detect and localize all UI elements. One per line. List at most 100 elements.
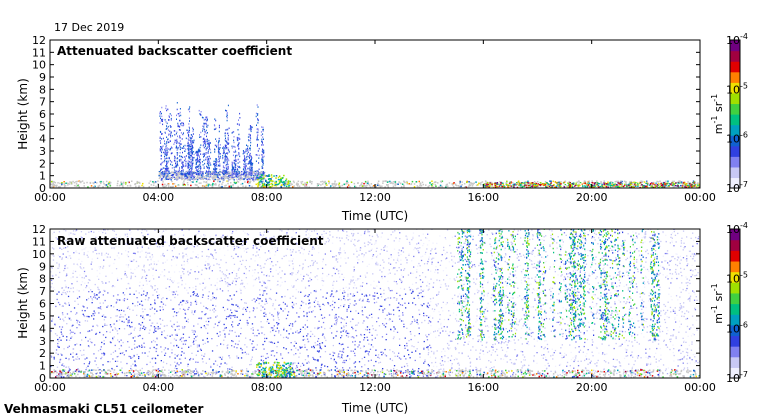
- heatmap-cell: [651, 182, 653, 184]
- heatmap-cell: [368, 183, 370, 186]
- heatmap-cell: [193, 246, 195, 248]
- heatmap-cell: [361, 375, 364, 378]
- x-tick-label: 00:00: [34, 191, 66, 204]
- heatmap-cell: [537, 261, 539, 263]
- heatmap-cell: [559, 374, 561, 376]
- heatmap-cell: [261, 165, 263, 168]
- heatmap-cell: [164, 150, 166, 152]
- heatmap-cell: [79, 376, 81, 378]
- heatmap-cell: [346, 180, 348, 182]
- heatmap-cell: [310, 272, 312, 274]
- heatmap-cell: [303, 364, 305, 366]
- heatmap-cell: [90, 185, 93, 187]
- heatmap-cell: [155, 185, 157, 188]
- heatmap-cell: [246, 153, 248, 155]
- heatmap-cell: [200, 153, 202, 155]
- heatmap-cell: [182, 124, 184, 127]
- heatmap-cell: [166, 136, 168, 138]
- heatmap-cell: [516, 355, 518, 357]
- heatmap-cell: [471, 182, 474, 185]
- heatmap-cell: [57, 182, 59, 184]
- heatmap-cell: [507, 184, 509, 186]
- heatmap-cell: [549, 307, 551, 309]
- heatmap-cell: [403, 181, 406, 183]
- heatmap-cell: [179, 108, 181, 110]
- heatmap-cell: [50, 271, 52, 273]
- heatmap-cell: [262, 142, 263, 144]
- heatmap-cell: [427, 185, 429, 188]
- heatmap-cell: [347, 184, 350, 186]
- heatmap-cell: [588, 180, 590, 182]
- heatmap-cell: [187, 132, 188, 134]
- heatmap-cell: [552, 184, 555, 186]
- heatmap-cell: [207, 324, 209, 326]
- heatmap-cell: [285, 182, 287, 184]
- heatmap-cell: [681, 186, 684, 188]
- heatmap-cell: [211, 254, 213, 256]
- heatmap-cell: [476, 278, 478, 280]
- heatmap-cell: [77, 237, 79, 239]
- heatmap-cell: [617, 239, 619, 241]
- heatmap-cell: [290, 183, 293, 185]
- heatmap-cell: [160, 131, 161, 133]
- heatmap-cell: [177, 113, 179, 115]
- heatmap-cell: [605, 183, 608, 185]
- heatmap-cell: [392, 185, 395, 188]
- heatmap-cell: [357, 262, 359, 264]
- heatmap-cell: [253, 176, 256, 178]
- heatmap-cell: [118, 184, 121, 187]
- heatmap-cell: [664, 185, 666, 187]
- heatmap-cell: [236, 347, 238, 349]
- heatmap-cell: [51, 320, 53, 322]
- heatmap-cell: [352, 229, 354, 231]
- heatmap-cell: [158, 171, 161, 173]
- heatmap-cell: [174, 185, 177, 187]
- heatmap-cell: [247, 175, 250, 177]
- heatmap-cell: [150, 303, 152, 306]
- heatmap-cell: [573, 360, 575, 363]
- heatmap-cell: [70, 181, 72, 183]
- heatmap-cell: [471, 185, 474, 187]
- heatmap-cell: [198, 149, 200, 151]
- heatmap-cell: [52, 183, 55, 186]
- heatmap-cell: [159, 306, 161, 308]
- heatmap-cell: [268, 322, 270, 324]
- heatmap-cell: [254, 334, 256, 337]
- heatmap-cell: [176, 157, 178, 160]
- heatmap-cell: [695, 236, 697, 239]
- heatmap-cell: [629, 181, 631, 183]
- heatmap-cell: [169, 175, 172, 177]
- heatmap-cell: [166, 147, 168, 149]
- heatmap-cell: [642, 374, 644, 376]
- heatmap-cell: [161, 172, 164, 174]
- heatmap-cell: [466, 180, 468, 183]
- heatmap-cell: [185, 164, 187, 166]
- heatmap-cell: [659, 183, 662, 185]
- heatmap-cell: [202, 140, 204, 143]
- heatmap-cell: [313, 335, 316, 337]
- heatmap-cell: [187, 108, 189, 111]
- heatmap-cell: [626, 184, 629, 186]
- heatmap-cell: [187, 274, 190, 276]
- heatmap-cell: [639, 186, 641, 188]
- heatmap-cell: [289, 184, 292, 187]
- heatmap-cell: [52, 180, 54, 183]
- date-label: 17 Dec 2019: [54, 21, 124, 34]
- heatmap-cell: [179, 172, 181, 174]
- heatmap-cell: [544, 340, 546, 342]
- heatmap-cell: [162, 175, 164, 177]
- heatmap-cell: [565, 308, 567, 311]
- heatmap-cell: [410, 338, 412, 341]
- heatmap-cell: [252, 177, 254, 179]
- heatmap-cell: [298, 249, 300, 252]
- heatmap-cell: [562, 333, 564, 335]
- heatmap-cell: [518, 259, 520, 261]
- heatmap-cell: [119, 236, 121, 238]
- heatmap-cell: [309, 335, 312, 338]
- heatmap-cell: [177, 147, 179, 150]
- heatmap-cell: [222, 147, 224, 149]
- heatmap-cell: [244, 165, 246, 167]
- heatmap-cell: [251, 167, 253, 169]
- heatmap-cell: [484, 186, 486, 188]
- heatmap-cell: [202, 185, 204, 187]
